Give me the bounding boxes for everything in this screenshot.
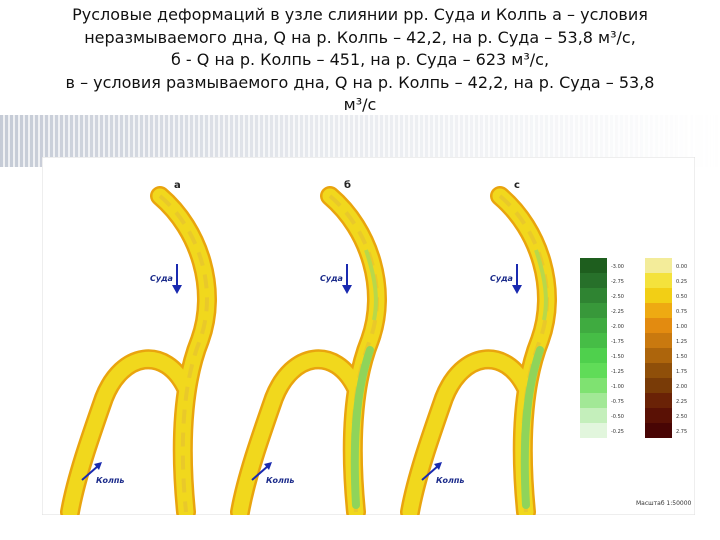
legend-swatch: [580, 303, 607, 318]
legend-label: -2.50: [611, 294, 624, 300]
legend-swatch: [580, 318, 607, 333]
river-label: Колпь: [266, 476, 294, 485]
legend-label: -3.00: [611, 264, 624, 270]
legend-swatch: [580, 258, 607, 273]
flow-arrow-head: [172, 285, 182, 294]
legend-swatch: [580, 333, 607, 348]
legend-label: 1.50: [676, 354, 687, 360]
erosion-zone: [520, 346, 544, 509]
river-channel: [232, 351, 364, 515]
erosion-zone: [364, 249, 378, 321]
legend-label: -0.75: [611, 399, 624, 405]
legend-label: -2.00: [611, 324, 624, 330]
legend-swatch: [580, 288, 607, 303]
river-core: [158, 194, 209, 513]
legend-swatch: [645, 318, 672, 333]
legend-label: -1.00: [611, 384, 624, 390]
river-channel: [62, 351, 194, 515]
flow-arrow-head: [512, 285, 522, 294]
erosion-zone: [350, 346, 374, 509]
river-channel: [402, 351, 534, 515]
map-label: а: [174, 180, 181, 191]
legend-label: 1.00: [676, 324, 687, 330]
flow-arrow: [81, 465, 99, 481]
legend-label: -2.75: [611, 279, 624, 285]
legend-swatch: [645, 288, 672, 303]
map-label: б: [344, 179, 351, 191]
legend-swatch: [645, 348, 672, 363]
legend-label: -1.50: [611, 354, 624, 360]
river-label: Колпь: [436, 476, 464, 485]
river-label: Суда: [490, 274, 513, 283]
river-map: б Суда Колпь: [230, 179, 387, 515]
river-label: Колпь: [96, 476, 124, 485]
legend-label: -0.50: [611, 414, 624, 420]
title-line: в – условия размываемого дна, Q на р. Ко…: [65, 72, 655, 92]
legend-swatch: [580, 363, 607, 378]
river-map: а Суда Колпь: [60, 180, 217, 515]
legend-label: -2.25: [611, 309, 624, 315]
flow-arrow-head: [342, 285, 352, 294]
legend-swatch: [580, 408, 607, 423]
title-line: Русловые деформаций в узле слиянии рр. С…: [72, 5, 648, 24]
scale-label: Масштаб 1:50000: [636, 500, 692, 507]
erosion-zone: [534, 249, 548, 321]
flow-arrow-head: [94, 462, 102, 470]
legend-label: -1.75: [611, 339, 624, 345]
river-label: Суда: [150, 274, 173, 283]
flow-arrow-head: [264, 462, 272, 470]
figure: а Суда Колпь б Суда Колпь с Суда Колпь -3.00 -2.75…: [42, 157, 695, 515]
flow-arrow: [421, 465, 439, 481]
legend-swatch: [580, 378, 607, 393]
legend-label: 2.50: [676, 414, 687, 420]
title-line: неразмываемого дна, Q на р. Колпь – 42,2…: [84, 27, 636, 47]
legend-label: 2.75: [676, 429, 687, 435]
legend-label: 0.00: [676, 264, 687, 270]
slide-title: Русловые деформаций в узле слиянии рр. С…: [0, 4, 720, 117]
map-label: с: [514, 180, 520, 191]
legend-label: 1.25: [676, 339, 687, 345]
legend-swatch: [645, 408, 672, 423]
legend-label: -1.25: [611, 369, 624, 375]
legend-swatch: [645, 378, 672, 393]
title-line: м³/с: [343, 95, 377, 114]
legend-swatch: [580, 393, 607, 408]
legend-label: 0.50: [676, 294, 687, 300]
legend-swatch: [645, 423, 672, 438]
legend-label: 1.75: [676, 369, 687, 375]
flow-arrow: [251, 465, 269, 481]
legend-swatch: [645, 333, 672, 348]
legend-swatch: [645, 363, 672, 378]
legend-swatch: [580, 273, 607, 288]
flow-arrow-head: [434, 462, 442, 470]
legend-swatch: [645, 303, 672, 318]
legend-swatch: [580, 348, 607, 363]
river-map: с Суда Колпь: [400, 180, 557, 515]
legend-label: -0.25: [611, 429, 624, 435]
legend-label: 2.25: [676, 399, 687, 405]
river-label: Суда: [320, 274, 343, 283]
legend-label: 0.75: [676, 309, 687, 315]
legend-swatch: [645, 393, 672, 408]
legend-label: 0.25: [676, 279, 687, 285]
legend-swatch: [645, 258, 672, 273]
legend-label: 2.00: [676, 384, 687, 390]
legend-swatch: [645, 273, 672, 288]
legend-swatch: [580, 423, 607, 438]
title-line: б - Q на р. Колпь – 451, на р. Суда – 62…: [170, 50, 550, 69]
